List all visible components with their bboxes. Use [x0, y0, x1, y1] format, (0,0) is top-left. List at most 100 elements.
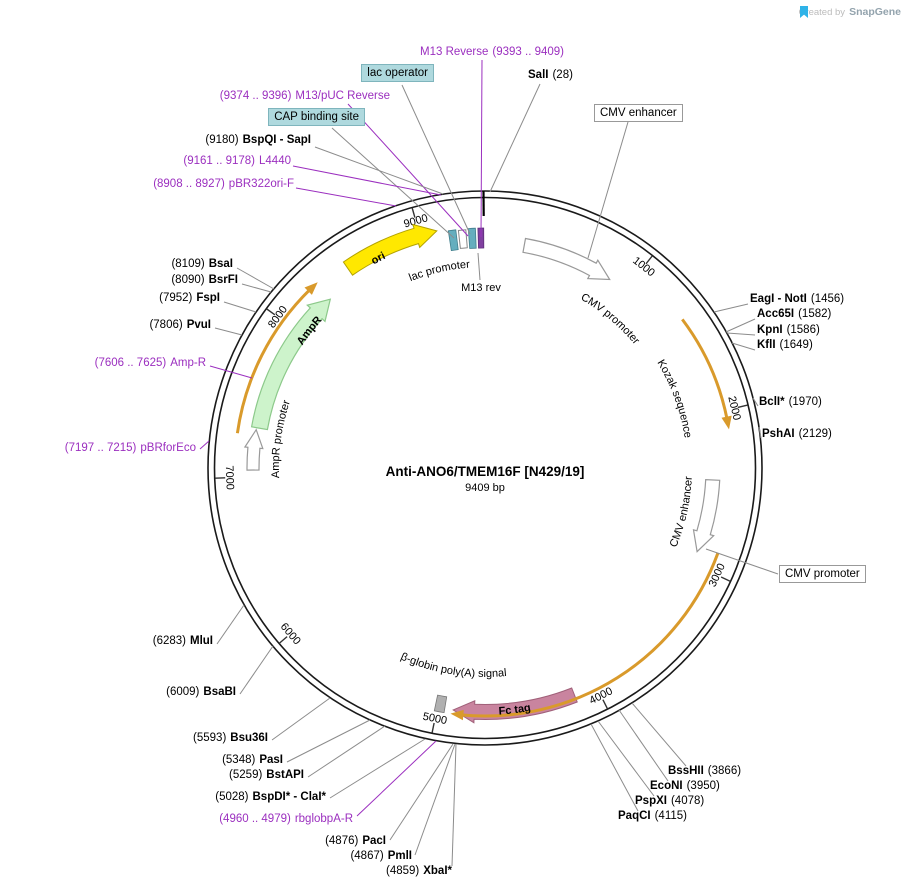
site-name: rbglobpA-R: [294, 813, 353, 825]
callout-bspdi-clai: (5028) BspDI* - ClaI*: [215, 789, 326, 805]
site-position: (4115): [654, 810, 687, 822]
orf-arc-fc-region: [450, 552, 720, 721]
fc-tag-arrow: [452, 687, 578, 724]
leader-bsu36i: [271, 697, 331, 741]
site-position: (5028): [215, 791, 249, 803]
leader-bsabi: [239, 645, 274, 695]
leader-l4440: [292, 165, 442, 196]
site-name: EcoNI: [650, 780, 683, 792]
leader-econi: [618, 709, 669, 782]
leader-pmli: [414, 743, 456, 856]
leader-acc65i: [725, 318, 756, 333]
lac-promoter-bar: [457, 229, 468, 249]
site-name: BstAPI: [266, 769, 304, 781]
leader-cmv-enhancer-box: [587, 121, 629, 259]
site-position: (5259): [229, 769, 263, 781]
site-position: (9393 .. 9409): [492, 46, 564, 58]
site-position: (1582): [798, 308, 832, 320]
snapgene-logo-icon: [799, 6, 808, 18]
leader-kfli: [731, 342, 756, 351]
callout-rbglobpa-r: (4960 .. 4979) rbglobpA-R: [219, 811, 353, 827]
site-name: PacI: [362, 835, 386, 847]
site-position: (7806): [149, 319, 183, 331]
watermark-brand: SnapGene: [849, 6, 901, 18]
leader-lines: [199, 59, 779, 867]
site-position: (9180): [205, 134, 239, 146]
ori-arrow: [342, 223, 438, 276]
site-position: (6283): [152, 635, 186, 647]
site-position: (9374 .. 9396): [219, 90, 292, 102]
site-position: (3950): [686, 780, 720, 792]
leader-bcli: [752, 397, 759, 407]
site-position: (4078): [670, 795, 705, 807]
site-name: XbaI*: [423, 865, 452, 877]
site-name: L4440: [259, 155, 291, 167]
callout-kfli: KflI (1649): [757, 337, 813, 353]
site-position: (1456): [810, 293, 845, 305]
site-position: (8109): [171, 258, 205, 270]
feature-arrows: [235, 223, 732, 724]
leader-bspqi: [314, 146, 444, 195]
orf-arc-kozak-region: [681, 318, 732, 430]
site-position: (4960 .. 4979): [219, 813, 291, 825]
leader-pspxi: [597, 720, 655, 797]
site-position: (7952): [159, 292, 193, 304]
label-cmv-enhancer-box: CMV enhancer: [594, 104, 683, 122]
tick-marks: [215, 190, 748, 733]
callout-sali: SalI (28): [528, 67, 573, 83]
site-position: (28): [552, 69, 573, 81]
site-position: (5348): [222, 754, 256, 766]
leader-pbrforeco: [199, 440, 210, 450]
site-position: (6009): [166, 686, 200, 698]
site-name: PasI: [259, 754, 283, 766]
callout-pbrforeco: (7197 .. 7215) pBRforEco: [65, 440, 196, 456]
tick-1000: 1000: [630, 255, 657, 280]
cmv-enhancer-arrow-right: [692, 478, 721, 553]
callout-l4440: (9161 .. 9178) L4440: [183, 153, 291, 169]
backbone-circles: [207, 190, 763, 746]
site-name: FspI: [196, 292, 220, 304]
site-name: BclI*: [759, 396, 785, 408]
site-name: M13 Reverse: [420, 46, 489, 58]
plasmid-title-block: Anti-ANO6/TMEM16F [N429/19] 9409 bp: [386, 464, 585, 494]
polya-signal-bar: [433, 694, 448, 714]
site-position: (8090): [171, 274, 205, 286]
site-name: M13/pUC Reverse: [295, 90, 390, 102]
site-name: BspDI* - ClaI*: [252, 791, 327, 803]
callout-pspxi: PspXI (4078): [635, 793, 704, 809]
leader-m13-rev-label: [477, 252, 481, 281]
leader-pshai: [758, 426, 762, 439]
site-name: PspXI: [635, 795, 667, 807]
leader-cmv-promoter-box: [705, 548, 779, 575]
callout-eagi-noti: EagI - NotI (1456): [750, 291, 844, 307]
callout-kpni: KpnI (1586): [757, 322, 820, 338]
site-name: Acc65I: [757, 308, 795, 320]
site-name: BspQI - SapI: [242, 134, 311, 146]
label-lac-operator: lac operator: [361, 64, 434, 82]
callout-bstapi: (5259) BstAPI: [229, 767, 304, 783]
callout-xbai: (4859) XbaI*: [386, 863, 452, 879]
leader-sali: [489, 83, 541, 193]
leader-m13-reverse: [480, 59, 483, 238]
leader-paqci: [590, 723, 639, 812]
leader-bsai: [236, 267, 275, 290]
site-name: Bsu36I: [230, 732, 268, 744]
ampr-promoter-arrow: [243, 428, 264, 471]
callout-pshai: PshAI (2129): [762, 426, 832, 442]
fc-tag-label: Fc tag: [498, 702, 531, 718]
leader-xbai: [451, 743, 457, 867]
site-position: (9161 .. 9178): [183, 155, 256, 167]
leader-fspi: [223, 301, 257, 313]
leader-bsshii: [631, 702, 687, 767]
leader-pasi: [286, 719, 371, 763]
site-name: EagI - NotI: [750, 293, 807, 305]
leader-paci: [389, 743, 454, 841]
callout-pvui: (7806) PvuI: [149, 317, 211, 333]
callout-fspi: (7952) FspI: [159, 290, 220, 306]
callout-pbr322ori-f: (8908 .. 8927) pBR322ori-F: [153, 176, 294, 192]
leader-pvui: [214, 327, 243, 336]
callout-bcli: BclI* (1970): [759, 394, 822, 410]
callout-acc65i: Acc65I (1582): [757, 306, 831, 322]
site-position: (4876): [325, 835, 359, 847]
leader-bsrfi: [241, 283, 272, 293]
